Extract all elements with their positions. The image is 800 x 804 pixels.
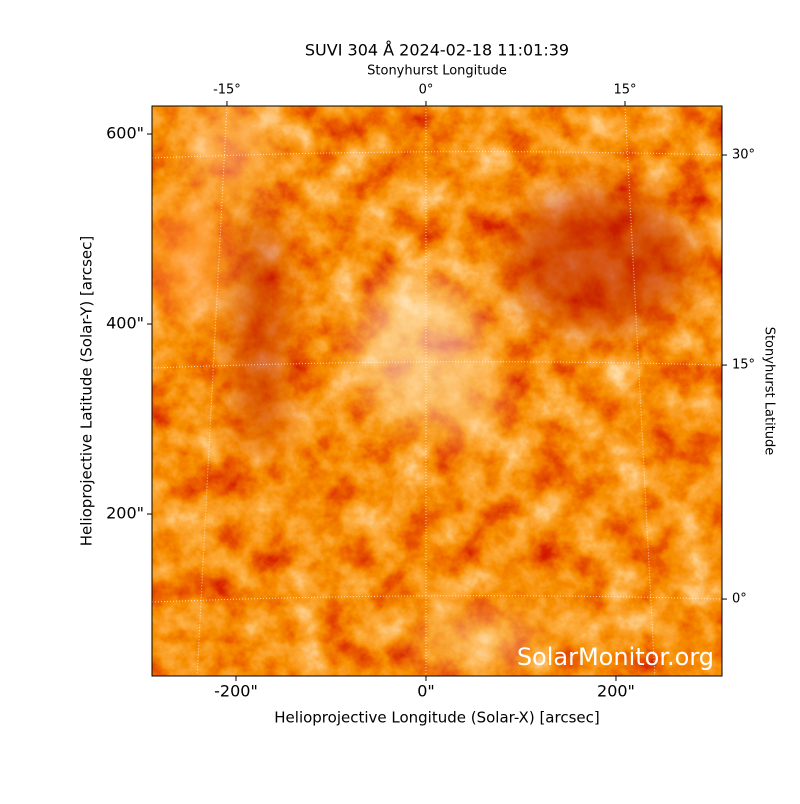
x-tick-label: -200"	[214, 682, 258, 701]
x-axis-label: Helioprojective Longitude (Solar-X) [arc…	[274, 709, 599, 727]
x-tick-label: 0"	[417, 682, 435, 701]
y2-tick-label: 30°	[732, 148, 755, 163]
x2-tick-label: 15°	[613, 83, 636, 98]
y2-axis-label: Stonyhurst Latitude	[762, 327, 777, 456]
watermark: SolarMonitor.org	[517, 643, 714, 671]
y2-tick-label: 0°	[732, 592, 747, 607]
x2-axis-label: Stonyhurst Longitude	[367, 64, 507, 79]
x-tick-label: 200"	[597, 682, 635, 701]
solar-image	[150, 105, 722, 676]
y-tick-label: 600"	[106, 124, 144, 143]
x2-tick-label: 0°	[419, 83, 434, 98]
y2-tick-label: 15°	[732, 358, 755, 373]
y-tick-label: 400"	[106, 314, 144, 333]
y-axis-label: Helioprojective Latitude (Solar-Y) [arcs…	[78, 236, 96, 546]
y-tick-label: 200"	[106, 504, 144, 523]
x2-tick-label: -15°	[213, 83, 241, 98]
chart-title: SUVI 304 Å 2024-02-18 11:01:39	[305, 41, 569, 60]
